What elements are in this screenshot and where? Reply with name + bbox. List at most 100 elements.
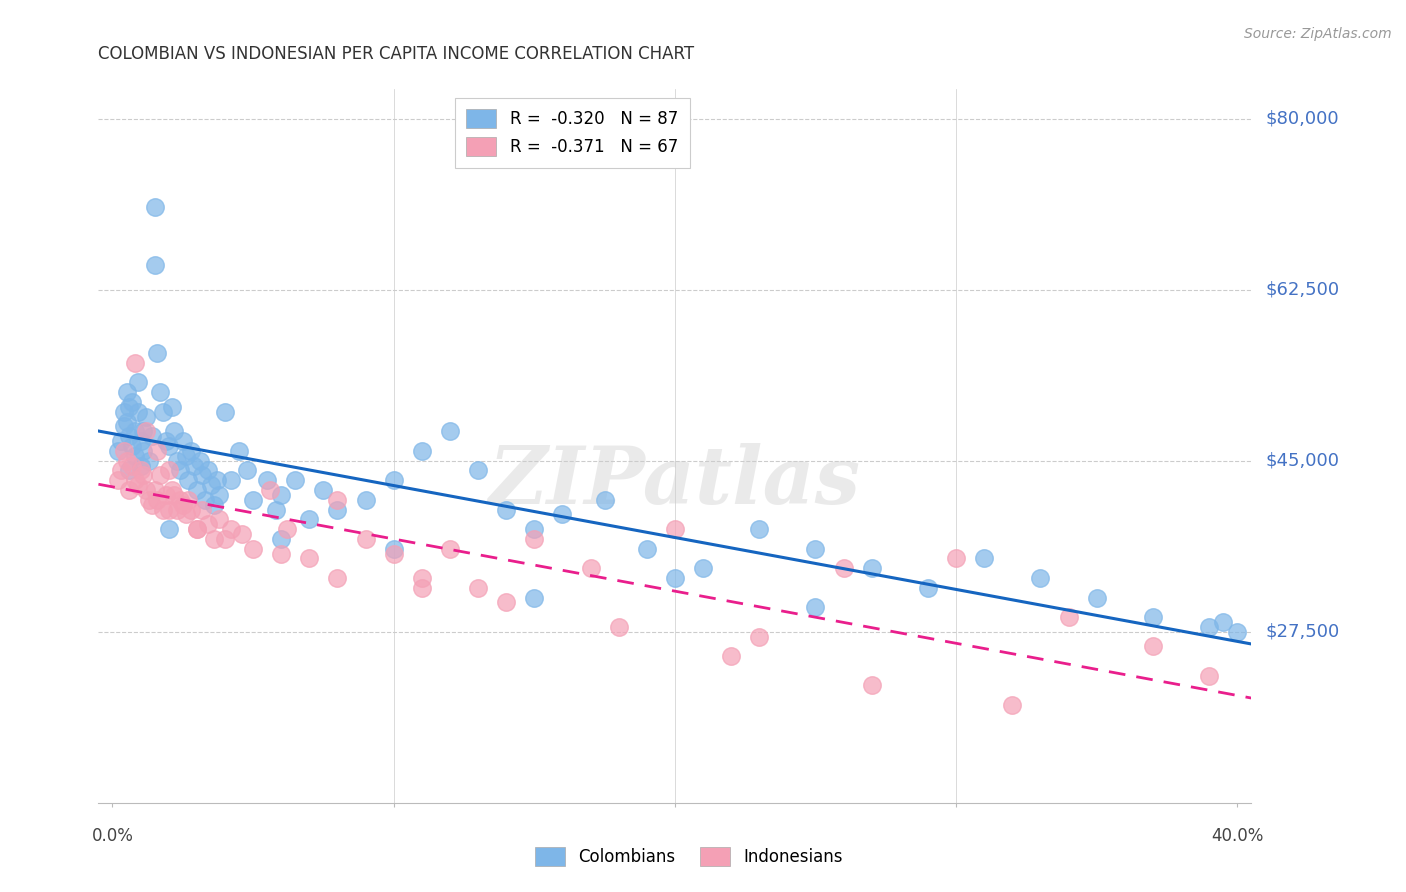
Point bbox=[157, 522, 180, 536]
Point bbox=[157, 463, 180, 477]
Point bbox=[160, 400, 183, 414]
Point bbox=[298, 551, 321, 566]
Point bbox=[1198, 669, 1220, 683]
Point bbox=[183, 458, 205, 473]
Point bbox=[219, 522, 242, 536]
Point bbox=[1001, 698, 1024, 712]
Point bbox=[1226, 624, 1249, 639]
Point bbox=[231, 527, 253, 541]
Point bbox=[973, 551, 995, 566]
Point bbox=[149, 468, 172, 483]
Point bbox=[917, 581, 939, 595]
Point bbox=[411, 443, 433, 458]
Point bbox=[177, 492, 200, 507]
Point bbox=[382, 547, 405, 561]
Point bbox=[118, 400, 141, 414]
Point bbox=[112, 405, 135, 419]
Point bbox=[180, 443, 202, 458]
Point bbox=[129, 463, 152, 477]
Point bbox=[163, 425, 186, 439]
Point bbox=[152, 502, 174, 516]
Point bbox=[129, 434, 152, 449]
Point bbox=[439, 541, 461, 556]
Point bbox=[146, 492, 169, 507]
Point bbox=[214, 532, 236, 546]
Point bbox=[107, 443, 129, 458]
Point bbox=[112, 443, 135, 458]
Point bbox=[804, 600, 827, 615]
Point bbox=[439, 425, 461, 439]
Point bbox=[152, 405, 174, 419]
Point bbox=[172, 498, 194, 512]
Point bbox=[166, 453, 188, 467]
Legend: Colombians, Indonesians: Colombians, Indonesians bbox=[526, 838, 852, 875]
Point bbox=[236, 463, 259, 477]
Point bbox=[186, 522, 208, 536]
Point bbox=[748, 522, 770, 536]
Point bbox=[202, 498, 225, 512]
Point bbox=[860, 678, 883, 692]
Point bbox=[121, 439, 143, 453]
Point bbox=[256, 473, 278, 487]
Point bbox=[495, 595, 517, 609]
Point bbox=[110, 463, 132, 477]
Point bbox=[205, 473, 228, 487]
Point bbox=[121, 458, 143, 473]
Point bbox=[143, 258, 166, 272]
Point bbox=[945, 551, 967, 566]
Point bbox=[166, 502, 188, 516]
Point bbox=[748, 630, 770, 644]
Point bbox=[354, 492, 377, 507]
Point bbox=[1142, 640, 1164, 654]
Point bbox=[692, 561, 714, 575]
Point bbox=[523, 522, 546, 536]
Point bbox=[1085, 591, 1108, 605]
Point bbox=[242, 541, 264, 556]
Text: COLOMBIAN VS INDONESIAN PER CAPITA INCOME CORRELATION CHART: COLOMBIAN VS INDONESIAN PER CAPITA INCOM… bbox=[98, 45, 695, 62]
Point bbox=[169, 492, 191, 507]
Point bbox=[270, 547, 292, 561]
Point bbox=[174, 508, 197, 522]
Point bbox=[129, 458, 152, 473]
Point bbox=[276, 522, 298, 536]
Point bbox=[155, 488, 177, 502]
Point bbox=[157, 439, 180, 453]
Point bbox=[124, 449, 146, 463]
Point bbox=[194, 492, 217, 507]
Point bbox=[804, 541, 827, 556]
Point bbox=[467, 581, 489, 595]
Point bbox=[149, 385, 172, 400]
Point bbox=[636, 541, 658, 556]
Point bbox=[579, 561, 602, 575]
Point bbox=[298, 512, 321, 526]
Point bbox=[312, 483, 335, 497]
Point bbox=[186, 522, 208, 536]
Point bbox=[118, 483, 141, 497]
Point bbox=[191, 468, 214, 483]
Point bbox=[110, 434, 132, 449]
Point bbox=[163, 488, 186, 502]
Point bbox=[115, 385, 138, 400]
Point bbox=[1029, 571, 1052, 585]
Point bbox=[664, 522, 686, 536]
Text: 40.0%: 40.0% bbox=[1211, 827, 1264, 846]
Point bbox=[160, 483, 183, 497]
Point bbox=[127, 405, 149, 419]
Point bbox=[270, 532, 292, 546]
Point bbox=[143, 200, 166, 214]
Point bbox=[127, 376, 149, 390]
Point bbox=[132, 425, 155, 439]
Point bbox=[495, 502, 517, 516]
Point bbox=[180, 502, 202, 516]
Point bbox=[264, 502, 287, 516]
Point bbox=[118, 429, 141, 443]
Point bbox=[214, 405, 236, 419]
Point bbox=[326, 492, 349, 507]
Point bbox=[523, 591, 546, 605]
Point bbox=[107, 473, 129, 487]
Point bbox=[121, 395, 143, 409]
Point bbox=[191, 502, 214, 516]
Point bbox=[143, 483, 166, 497]
Point bbox=[720, 649, 742, 664]
Point bbox=[127, 478, 149, 492]
